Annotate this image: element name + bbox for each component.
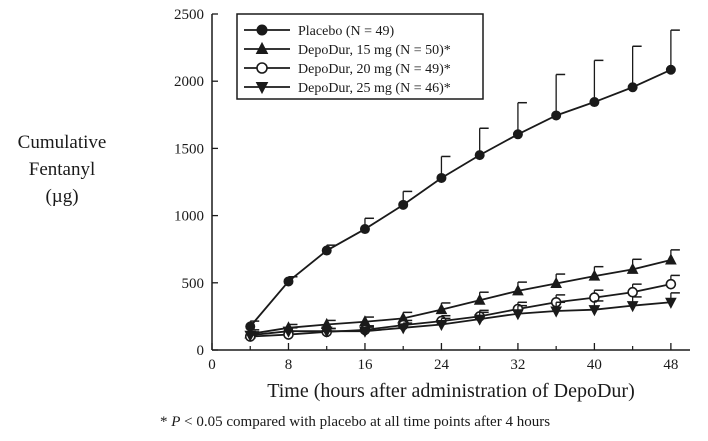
series-3-point-7: [512, 309, 524, 321]
legend-label-3: DepoDur, 25 mg (N = 46)*: [298, 81, 451, 96]
series-0-point-1: [283, 276, 294, 287]
y-tick-label-5: 2500: [174, 7, 204, 23]
series-1-point-11: [665, 253, 677, 265]
y-tick-label-4: 2000: [174, 74, 204, 90]
series-0-point-5: [436, 172, 447, 183]
y-tick-label-0: 0: [197, 343, 205, 359]
series-2-line: [250, 283, 672, 338]
legend-box: [236, 13, 484, 100]
series-1: [244, 249, 680, 339]
series-1-point-5: [435, 303, 448, 315]
series-2-point-11: [665, 278, 677, 290]
footnote-prefix: *: [160, 414, 172, 430]
series-3-point-3: [359, 326, 371, 338]
footnote-italic: P: [171, 414, 181, 430]
series-0: [245, 29, 680, 332]
series-0-point-4: [398, 199, 409, 210]
legend-marker-0: [256, 24, 268, 36]
y-axis-label-line-1: Cumulative: [17, 132, 107, 153]
series-0-point-8: [551, 110, 562, 121]
legend-label-1: DepoDur, 15 mg (N = 50)*: [298, 43, 451, 58]
legend-label-2: DepoDur, 20 mg (N = 49)*: [298, 62, 451, 77]
series-0-point-6: [474, 150, 485, 161]
legend: Placebo (N = 49) DepoDur, 15 mg (N = 50)*…: [236, 13, 484, 100]
series-3-point-4: [397, 323, 410, 335]
series-0-point-9: [589, 97, 600, 108]
series-3-point-10: [626, 301, 639, 313]
series-1-line: [250, 259, 672, 335]
x-tick-label-3: 24: [434, 357, 450, 373]
series-3-point-11: [665, 297, 677, 309]
footnote: * P < 0.05 compared with placebo at all …: [160, 414, 550, 431]
x-axis-label: Time (hours after administration of Depo…: [267, 380, 635, 402]
y-tick-label-1: 500: [182, 276, 205, 292]
series-3-point-1: [282, 326, 295, 338]
series-0-point-2: [321, 245, 332, 256]
legend-marker-1: [255, 41, 269, 54]
series-1-point-7: [512, 284, 524, 296]
y-tick-label-3: 1500: [174, 141, 204, 157]
series-2-point-10: [627, 286, 638, 298]
series-0-point-10: [627, 82, 638, 93]
y-axis-label-line-2: Fentanyl: [28, 159, 96, 180]
x-tick-label-5: 40: [587, 357, 602, 373]
series-3-point-8: [550, 306, 562, 318]
x-tick-label-4: 32: [510, 357, 525, 373]
footnote-text: < 0.05 compared with placebo at all time…: [180, 414, 551, 430]
legend-marker-3: [255, 82, 269, 95]
legend-label-0: Placebo (N = 49): [298, 24, 394, 39]
x-tick-label-1: 8: [285, 357, 293, 373]
series-3-point-2: [320, 326, 333, 338]
series-0-line: [249, 68, 672, 328]
series-1-point-6: [473, 293, 486, 305]
series-3-point-5: [435, 319, 448, 332]
series-3-point-6: [473, 314, 486, 326]
x-tick-label-0: 0: [208, 357, 216, 373]
legend-marker-2: [256, 62, 268, 74]
x-tick-label-2: 16: [357, 357, 373, 373]
series-3-line: [250, 301, 671, 337]
series-0-point-11: [665, 64, 676, 75]
x-tick-label-6: 48: [663, 357, 678, 373]
series-1-point-8: [550, 276, 562, 288]
series-0-point-3: [359, 224, 370, 235]
series-1-point-9: [588, 269, 601, 281]
series-3: [244, 292, 680, 342]
y-axis-label-line-3: (µg): [45, 186, 79, 207]
y-tick-label-2: 1000: [174, 209, 204, 225]
series-1-point-10: [626, 262, 639, 274]
series-3-point-0: [244, 330, 257, 342]
series-3-point-9: [588, 305, 601, 317]
series-0-point-7: [512, 129, 523, 140]
